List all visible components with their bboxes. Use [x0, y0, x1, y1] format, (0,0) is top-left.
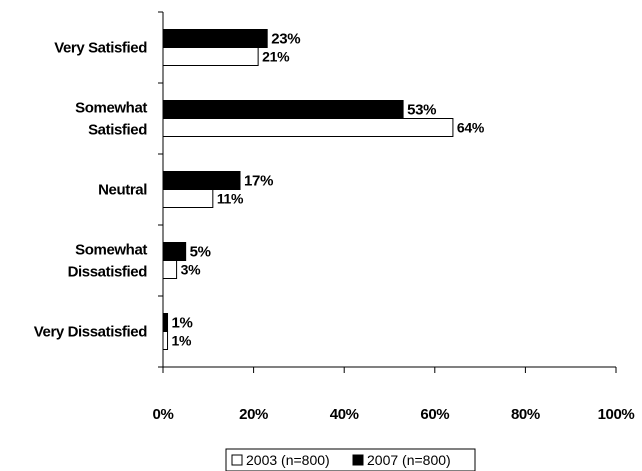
- category-labels: Very Satisfied Somewhat Satisfied Neutral So…: [34, 40, 148, 341]
- legend-box: [225, 448, 476, 471]
- bar-2007: [162, 100, 404, 119]
- bar-2007: [162, 171, 241, 190]
- data-label: 53%: [407, 102, 436, 119]
- bar-2007: [162, 313, 169, 332]
- category-label: Dissatisfied: [68, 264, 148, 281]
- category-label: Satisfied: [88, 122, 147, 139]
- chart-bars: [162, 29, 454, 350]
- category-label: Somewhat: [75, 242, 147, 259]
- legend-swatch-2003: [231, 454, 243, 466]
- x-tick-label: 0%: [153, 406, 174, 423]
- data-label: 1%: [172, 333, 192, 349]
- data-label: 1%: [172, 315, 193, 332]
- category-label: Somewhat: [75, 100, 147, 117]
- data-label: 64%: [457, 120, 485, 136]
- bar-2003: [162, 260, 178, 279]
- legend: 2003 (n=800) 2007 (n=800): [225, 448, 476, 471]
- bar-2003: [162, 189, 214, 208]
- category-label: Very Satisfied: [54, 40, 147, 57]
- category-label: Neutral: [98, 182, 147, 199]
- x-tick-label: 40%: [330, 406, 359, 423]
- x-tick-label: 80%: [511, 406, 540, 423]
- data-label: 23%: [271, 31, 300, 48]
- data-label: 17%: [244, 173, 273, 190]
- bar-2007: [162, 242, 187, 261]
- data-label: 11%: [217, 191, 244, 207]
- bar-2003: [162, 118, 454, 137]
- bar-2007: [162, 29, 268, 48]
- data-label: 3%: [181, 262, 201, 278]
- x-tick-labels: 0% 20% 40% 60% 80% 100%: [153, 406, 635, 423]
- x-tick-label: 60%: [420, 406, 449, 423]
- category-label: Very Dissatisfied: [34, 324, 148, 341]
- legend-label-2007: 2007 (n=800): [367, 452, 451, 468]
- bar-2003: [162, 47, 259, 66]
- bar-2003: [162, 331, 169, 350]
- legend-swatch-2007: [352, 454, 364, 466]
- x-tick-label: 100%: [598, 406, 635, 423]
- data-label: 21%: [262, 49, 290, 65]
- data-labels: 23%21% 53% 64% 17%11% 5%3% 1%1%: [172, 31, 486, 349]
- x-tick-label: 20%: [239, 406, 268, 423]
- data-label: 5%: [190, 244, 211, 261]
- legend-label-2003: 2003 (n=800): [246, 452, 330, 468]
